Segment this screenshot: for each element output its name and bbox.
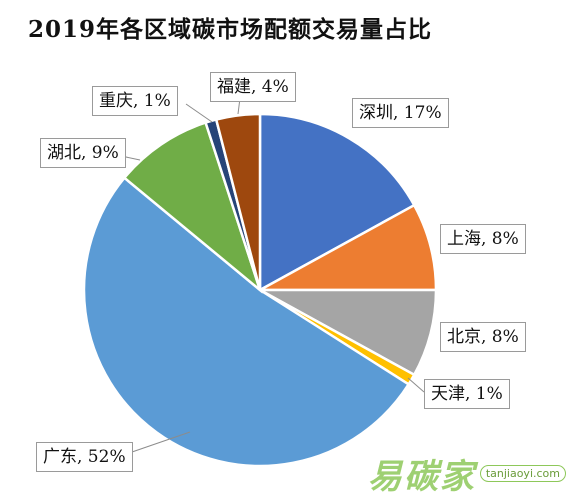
data-label-4: 广东, 52% — [36, 442, 133, 472]
watermark-text: 易碳家 — [367, 457, 476, 497]
leader-line-4 — [131, 431, 191, 453]
pie-slice-5 — [122, 121, 263, 294]
chart-title: 2019年各区域碳市场配额交易量占比 — [28, 16, 433, 43]
pie-slice-1 — [259, 203, 438, 292]
pie-slice-7 — [214, 112, 262, 291]
pie-slice-2 — [259, 288, 438, 377]
leader-line-6 — [185, 103, 213, 123]
data-label-5: 湖北, 9% — [40, 138, 126, 168]
data-label-0: 深圳, 17% — [352, 98, 449, 128]
pie-slice-4 — [82, 176, 411, 468]
data-label-3: 天津, 1% — [424, 379, 510, 409]
data-label-2: 北京, 8% — [440, 322, 526, 352]
data-label-7: 福建, 4% — [210, 72, 296, 102]
watermark: 易碳家 tanjiaoyi.com — [368, 449, 566, 498]
watermark-url: tanjiaoyi.com — [479, 465, 566, 482]
data-label-1: 上海, 8% — [440, 224, 526, 254]
data-label-6: 重庆, 1% — [92, 86, 178, 116]
pie-slice-0 — [258, 112, 416, 293]
leader-line-3 — [407, 377, 425, 393]
